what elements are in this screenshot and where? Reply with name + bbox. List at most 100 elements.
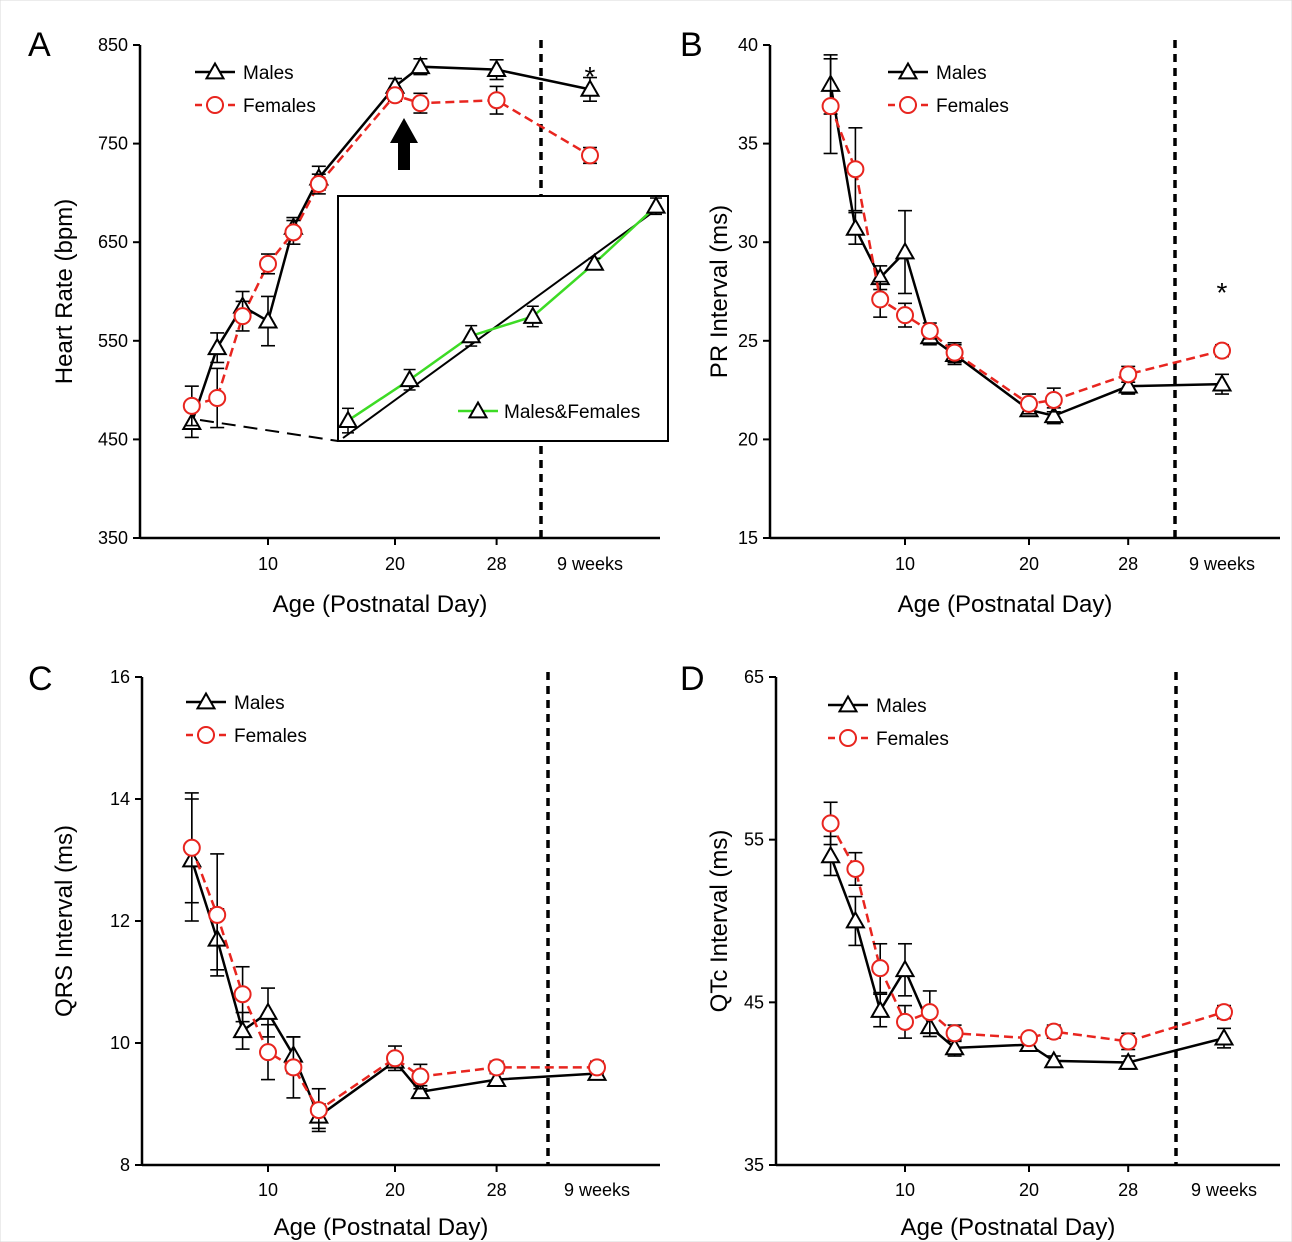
data-point-marker [411, 1067, 430, 1086]
data-point-marker [309, 1101, 328, 1120]
data-point-marker [1044, 1022, 1063, 1041]
data-point-marker [410, 56, 431, 75]
panel-A: A 350 450 550 650 750 850 10 20 28 9 weeks Age (Pos… [28, 26, 669, 618]
y-axis-title: Heart Rate (bpm) [51, 199, 78, 384]
data-point-marker [1119, 365, 1138, 384]
data-point-marker [945, 343, 964, 362]
data-point-marker [1043, 405, 1065, 424]
series-line [190, 65, 591, 424]
x-tick-label: 28 [487, 1180, 507, 1200]
data-point-marker [945, 1024, 964, 1043]
data-point-marker [1044, 390, 1063, 409]
legend-label: Females [243, 96, 316, 117]
y-tick-label: 35 [738, 134, 758, 154]
y-tick-label: 850 [98, 35, 128, 55]
x-axis-title: Age (Postnatal Day) [901, 1214, 1116, 1241]
data-point-marker [896, 306, 914, 325]
x-tick-label: 28 [487, 554, 507, 574]
inset-panel: Males&Females [337, 195, 669, 442]
x-tick-label: 28 [1118, 554, 1138, 574]
y-tick-label: 55 [744, 830, 764, 850]
x-tick-label: 20 [385, 1180, 405, 1200]
legend-label: Males [936, 63, 987, 84]
series-females [821, 58, 1231, 415]
y-tick-label: 14 [110, 789, 130, 809]
data-point-marker [820, 845, 841, 864]
y-tick-label: 35 [744, 1155, 764, 1175]
data-point-marker [588, 1058, 606, 1077]
data-point-marker [257, 310, 279, 329]
series-line [190, 859, 598, 1119]
data-point-marker [233, 307, 252, 326]
legend-marker [897, 61, 919, 80]
series-line [829, 105, 1223, 406]
data-point-marker [845, 217, 866, 236]
series-line [829, 84, 1223, 418]
panel-B: B 15 20 25 30 35 40 10 20 28 9 weeks Age (Postnatal… [680, 26, 1280, 618]
panel-letter: C [28, 660, 53, 698]
y-tick-label: 8 [120, 1155, 130, 1175]
x-tick-label: 10 [895, 1180, 915, 1200]
series-line [191, 93, 591, 408]
x-tick-label: 10 [258, 1180, 278, 1200]
data-point-marker [1020, 394, 1038, 413]
inset-data-marker [645, 195, 667, 214]
legend-marker [204, 61, 226, 80]
data-point-marker [821, 814, 840, 833]
data-point-marker [259, 254, 277, 273]
x-tick-label: 10 [895, 554, 915, 574]
data-point-marker [1117, 375, 1139, 394]
x-axis-title: Age (Postnatal Day) [273, 591, 488, 618]
data-point-marker [233, 985, 252, 1004]
data-point-marker [284, 1058, 303, 1077]
series-line [829, 822, 1225, 1043]
series-males [820, 54, 1233, 425]
x-tick-label-9-weeks: 9 weeks [1191, 1180, 1257, 1200]
data-point-marker [1020, 1029, 1038, 1048]
legend-label: Males [234, 693, 285, 714]
data-point-marker [386, 86, 404, 105]
inset-data-marker [460, 325, 482, 344]
data-point-marker [486, 1069, 507, 1087]
legend-marker [206, 96, 224, 114]
data-point-marker [386, 1049, 404, 1068]
data-point-marker [579, 78, 601, 97]
data-point-marker [846, 859, 865, 878]
panel-D: D 35 45 55 65 10 20 28 9 weeks Age (Postnatal Day… [680, 660, 1280, 1241]
inset-data-marker [522, 305, 544, 324]
x-tick-label: 28 [1118, 1180, 1138, 1200]
panel-letter: B [680, 26, 703, 64]
legend-marker [197, 726, 215, 744]
data-point-marker [208, 905, 227, 924]
y-tick-label: 750 [98, 134, 128, 154]
data-point-marker [920, 1003, 939, 1022]
data-point-marker [259, 1043, 277, 1062]
inset-data-marker [399, 369, 420, 388]
data-point-marker [871, 959, 890, 978]
legend-label: Males [243, 63, 294, 84]
data-point-marker [208, 388, 227, 407]
legend-marker [195, 691, 217, 710]
inset-frame [337, 195, 669, 442]
data-point-marker [581, 146, 599, 165]
data-point-marker [846, 160, 865, 179]
legend-marker [839, 729, 857, 747]
x-tick-label-9-weeks: 9 weeks [1189, 554, 1255, 574]
data-point-marker [845, 910, 866, 929]
series-line [829, 855, 1225, 1064]
y-tick-label: 40 [738, 35, 758, 55]
data-point-marker [182, 396, 201, 415]
y-tick-label: 30 [738, 232, 758, 252]
arrow-icon [390, 118, 418, 170]
legend-marker [837, 694, 859, 713]
data-point-marker [821, 97, 840, 116]
series-females [182, 85, 599, 429]
y-tick-label: 15 [738, 528, 758, 548]
significance-star: * [1217, 277, 1228, 308]
data-point-marker [869, 999, 891, 1018]
data-point-marker [1117, 1052, 1139, 1070]
data-point-marker [257, 1001, 279, 1020]
panel-letter: A [28, 26, 51, 64]
y-tick-label: 650 [98, 232, 128, 252]
